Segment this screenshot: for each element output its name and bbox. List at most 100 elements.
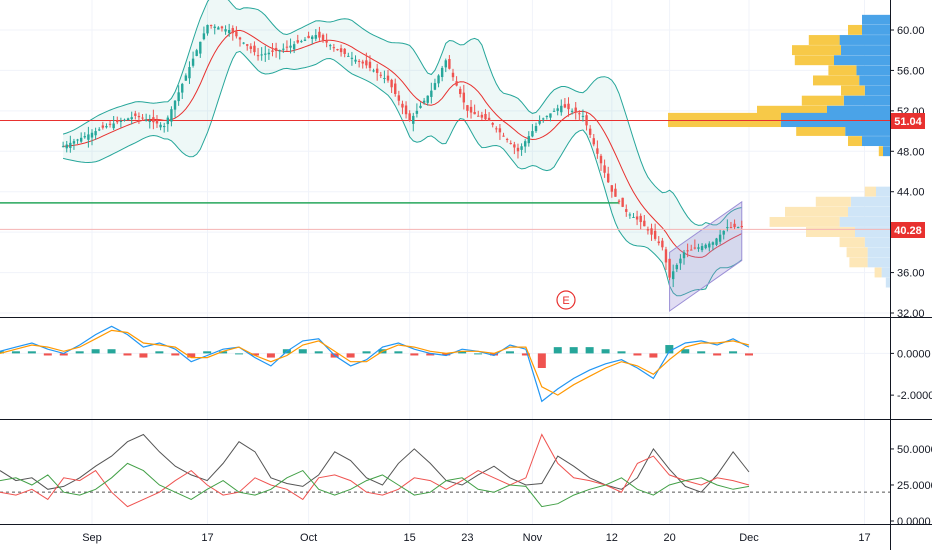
macd-histogram-bar [458,351,467,354]
price-tag-high: 51.04 [891,113,925,129]
candle-body [292,44,296,50]
candle-body [628,214,632,216]
candle-body [347,55,350,57]
time-axis-label-0: Sep [82,532,102,544]
macd-histogram-bar [43,353,52,356]
macd-histogram-bar [729,351,738,354]
candle-body [134,113,137,116]
candle-body [191,58,195,66]
candle-body [556,108,559,111]
candle-body [300,41,303,43]
candle-body [65,144,68,149]
volume-profile-down-bar [850,196,890,207]
event-marker[interactable]: E [556,290,576,310]
macd-histogram-bar [219,351,228,354]
candle-body [690,249,693,251]
candle-body [596,148,599,154]
volume-profile-down-bar [856,65,890,76]
candle-body [379,74,382,76]
macd-histogram-bar [601,349,610,354]
candle-body [635,216,639,220]
volume-profile-up-bar [769,216,840,227]
candle-body [224,29,227,32]
macd-histogram-bar [426,353,435,356]
candle-body [422,100,426,103]
candle-body [256,55,260,57]
time-axis: Sep 17 Oct 15 23 Nov 12 20 Dec 17 [82,532,870,544]
candle-body [213,26,216,28]
candle-body [560,105,563,113]
event-marker-circle[interactable] [556,290,576,310]
candle-body [516,147,520,152]
candle-body [487,117,491,121]
dmi-line-0 [0,433,750,493]
macd-histogram-bar [59,353,68,356]
volume-profile-up-bar [796,126,846,136]
candle-body [581,115,585,117]
dmi-axis-label-0: 50.0000 [897,444,932,456]
macd-histogram-bar [362,351,371,354]
candle-body [563,104,567,108]
candle-body [480,114,484,118]
macd-histogram-bar [123,353,132,356]
candle-body [708,243,711,248]
candle-body [682,252,686,259]
volume-profile-down-bar [862,136,890,147]
volume-profile-down-bar [834,55,890,66]
macd-histogram-bar [474,353,483,355]
candle-body [509,143,512,145]
candle-body [661,240,664,248]
candle-body [498,128,502,133]
candle-body [278,50,281,52]
candle-body [657,241,660,244]
candle-body [188,67,191,79]
candle-body [675,264,679,270]
candle-body [592,138,595,145]
candle-body [394,83,397,95]
macd-histogram-bar [75,351,84,354]
candle-body [588,128,592,135]
candle-body [260,54,263,56]
candle-body [311,36,314,39]
candle-body [740,225,743,228]
candle-body [430,90,433,97]
candle-body [426,95,429,103]
volume-profile-up-bar [815,196,851,207]
macd-histogram-bar [11,351,20,354]
grid [0,0,890,524]
macd-histogram-bar [442,353,451,356]
candle-body [79,137,83,142]
candle-body [235,31,238,37]
candle-body [390,79,393,88]
candle-body [202,33,206,40]
candle-body [119,120,123,122]
candle-body [542,118,545,120]
candle-body [87,134,90,140]
time-axis-label-1: 17 [201,532,213,544]
candle-body [531,131,534,137]
candle-body [343,48,346,55]
horizontal-levels [0,120,890,230]
candle-body [271,50,274,52]
candle-body [184,75,188,81]
candle-body [599,155,603,164]
bollinger-bands [62,0,743,297]
candle-body [155,120,159,124]
candle-body [397,95,401,101]
macd-histogram-bar [107,349,116,354]
candle-body [455,81,458,86]
candle-body [166,117,170,125]
candle-body [177,92,180,102]
candle-body [246,44,249,46]
volume-profile-down-bar [876,186,890,197]
candle-body [451,72,455,78]
candle-body [83,136,86,138]
candle-body [372,70,375,72]
macd-histogram-bar [585,347,594,354]
candle-body [614,188,617,197]
candle-body [318,31,321,38]
candle-body [448,59,451,69]
price-tag-high-label: 51.04 [894,116,922,128]
candle-body [361,61,364,64]
